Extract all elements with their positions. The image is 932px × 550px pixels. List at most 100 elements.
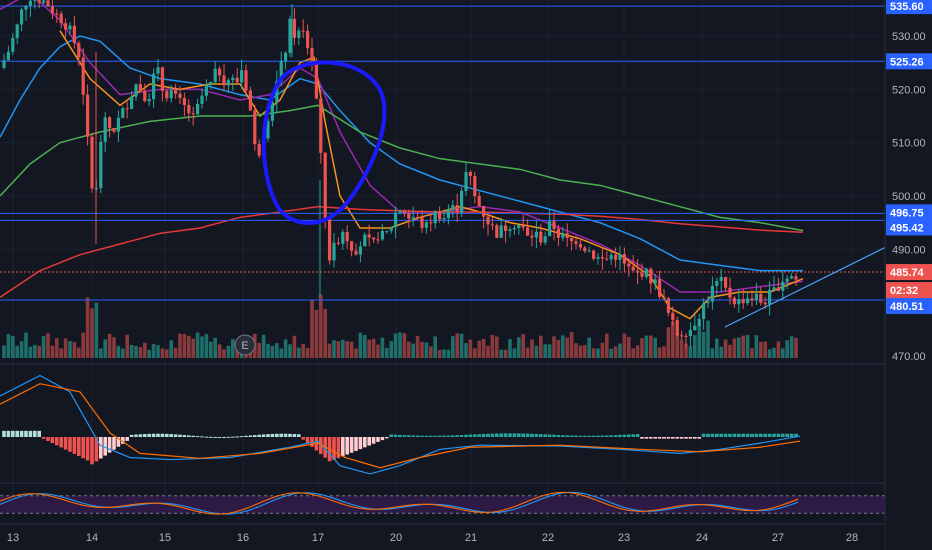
date-tick-0: 13 bbox=[7, 532, 19, 544]
macd-hist-43 bbox=[191, 435, 195, 437]
hand-drawn-circle[interactable] bbox=[261, 60, 387, 225]
macd-hist-143 bbox=[631, 434, 635, 437]
candle-body-120 bbox=[530, 235, 534, 238]
macd-hist-50 bbox=[222, 436, 226, 438]
candle-body-29 bbox=[130, 96, 134, 109]
macd-hist-116 bbox=[512, 433, 517, 437]
volume-bar-142 bbox=[627, 336, 631, 358]
candle-body-65 bbox=[288, 18, 292, 53]
macd-hist-159 bbox=[701, 433, 706, 437]
volume-bar-51 bbox=[226, 345, 231, 358]
candle-body-47 bbox=[209, 81, 213, 86]
volume-bar-41 bbox=[182, 334, 187, 358]
volume-bar-147 bbox=[649, 335, 653, 358]
macd-hist-17 bbox=[77, 437, 81, 457]
volume-bar-121 bbox=[534, 345, 539, 358]
ma-fast bbox=[59, 30, 804, 320]
volume-bar-108 bbox=[477, 340, 481, 358]
candle-body-175 bbox=[772, 287, 776, 290]
volume-bar-158 bbox=[697, 324, 701, 358]
candle-body-160 bbox=[706, 301, 710, 304]
volume-bar-42 bbox=[187, 335, 191, 358]
macd-hist-129 bbox=[569, 435, 574, 437]
volume-bar-62 bbox=[275, 343, 279, 358]
horizontal-levels[interactable] bbox=[0, 5, 885, 301]
candle-body-66 bbox=[292, 18, 296, 38]
date-tick-1: 14 bbox=[86, 532, 98, 544]
drawings[interactable] bbox=[261, 60, 889, 328]
candle-body-157 bbox=[693, 325, 697, 330]
macd-hist-21 bbox=[94, 437, 99, 462]
volume-bar-69 bbox=[305, 347, 310, 358]
candles[interactable] bbox=[2, 0, 798, 348]
candle-body-168 bbox=[741, 299, 745, 304]
candle-body-71 bbox=[314, 62, 318, 99]
candle-body-174 bbox=[768, 289, 772, 305]
macd-hist-135 bbox=[596, 435, 600, 437]
candle-body-112 bbox=[495, 225, 499, 238]
volume-bar-72 bbox=[319, 294, 323, 358]
candle-body-68 bbox=[301, 30, 305, 32]
macd-hist-31 bbox=[138, 434, 143, 437]
candle-body-107 bbox=[473, 175, 477, 197]
macd-hist-60 bbox=[266, 434, 270, 437]
candle-body-129 bbox=[570, 238, 574, 242]
candle-body-132 bbox=[583, 247, 587, 252]
volume-bar-81 bbox=[358, 332, 363, 358]
volume-bar-140 bbox=[618, 343, 622, 358]
volume-bar-111 bbox=[490, 334, 495, 358]
candle-body-8 bbox=[37, 0, 41, 3]
macd-hist-40 bbox=[178, 434, 182, 437]
volume-bar-6 bbox=[28, 346, 33, 358]
macd-hist-13 bbox=[59, 437, 63, 448]
candle-body-150 bbox=[662, 296, 666, 299]
candle-body-36 bbox=[160, 67, 164, 91]
candle-body-119 bbox=[526, 227, 530, 236]
volume-bar-174 bbox=[767, 349, 772, 358]
macd-hist-98 bbox=[433, 435, 437, 437]
macd-hist-95 bbox=[420, 435, 424, 437]
volume-bar-79 bbox=[349, 341, 354, 358]
candle-body-128 bbox=[565, 233, 569, 239]
macd-hist-145 bbox=[640, 437, 644, 439]
volume-bar-168 bbox=[741, 335, 745, 358]
macd-hist-136 bbox=[600, 435, 605, 437]
macd-hist-147 bbox=[649, 437, 653, 439]
volume-bar-78 bbox=[345, 341, 349, 358]
volume-bar-28 bbox=[125, 334, 129, 358]
volume-bar-13 bbox=[59, 348, 63, 358]
volume-bar-179 bbox=[789, 336, 794, 358]
tag-480-bg bbox=[886, 297, 932, 314]
candle-body-81 bbox=[358, 246, 362, 255]
candle-body-151 bbox=[666, 298, 670, 313]
candle-body-57 bbox=[253, 110, 257, 145]
trendline[interactable] bbox=[724, 245, 889, 328]
ma-blue bbox=[0, 35, 803, 272]
candle-body-67 bbox=[297, 30, 301, 38]
volume-bar-18 bbox=[81, 332, 85, 358]
macd-hist-3 bbox=[15, 430, 19, 437]
candle-body-23 bbox=[103, 117, 107, 142]
volume-bar-119 bbox=[525, 347, 530, 358]
volume-bar-9 bbox=[41, 336, 46, 358]
macd-hist-84 bbox=[371, 437, 376, 444]
macd-hist-170 bbox=[750, 433, 754, 437]
candle-body-161 bbox=[710, 285, 714, 302]
macd-hist-141 bbox=[622, 434, 627, 437]
candle-body-12 bbox=[55, 13, 59, 15]
volume-bar-139 bbox=[613, 346, 618, 358]
earnings-circle[interactable] bbox=[234, 334, 256, 356]
macd-hist-124 bbox=[547, 434, 552, 437]
macd-hist-106 bbox=[468, 434, 473, 437]
macd-hist-76 bbox=[336, 437, 341, 459]
macd-hist-32 bbox=[143, 434, 147, 437]
volume-bar-94 bbox=[415, 335, 420, 358]
earnings-marker[interactable]: E bbox=[234, 334, 256, 356]
volume-bar-148 bbox=[653, 337, 657, 358]
volume-bar-120 bbox=[530, 339, 534, 358]
macd-hist-172 bbox=[759, 433, 763, 437]
volume-bar-48 bbox=[213, 337, 217, 358]
candle-body-77 bbox=[341, 232, 345, 244]
candle-body-98 bbox=[433, 211, 437, 224]
